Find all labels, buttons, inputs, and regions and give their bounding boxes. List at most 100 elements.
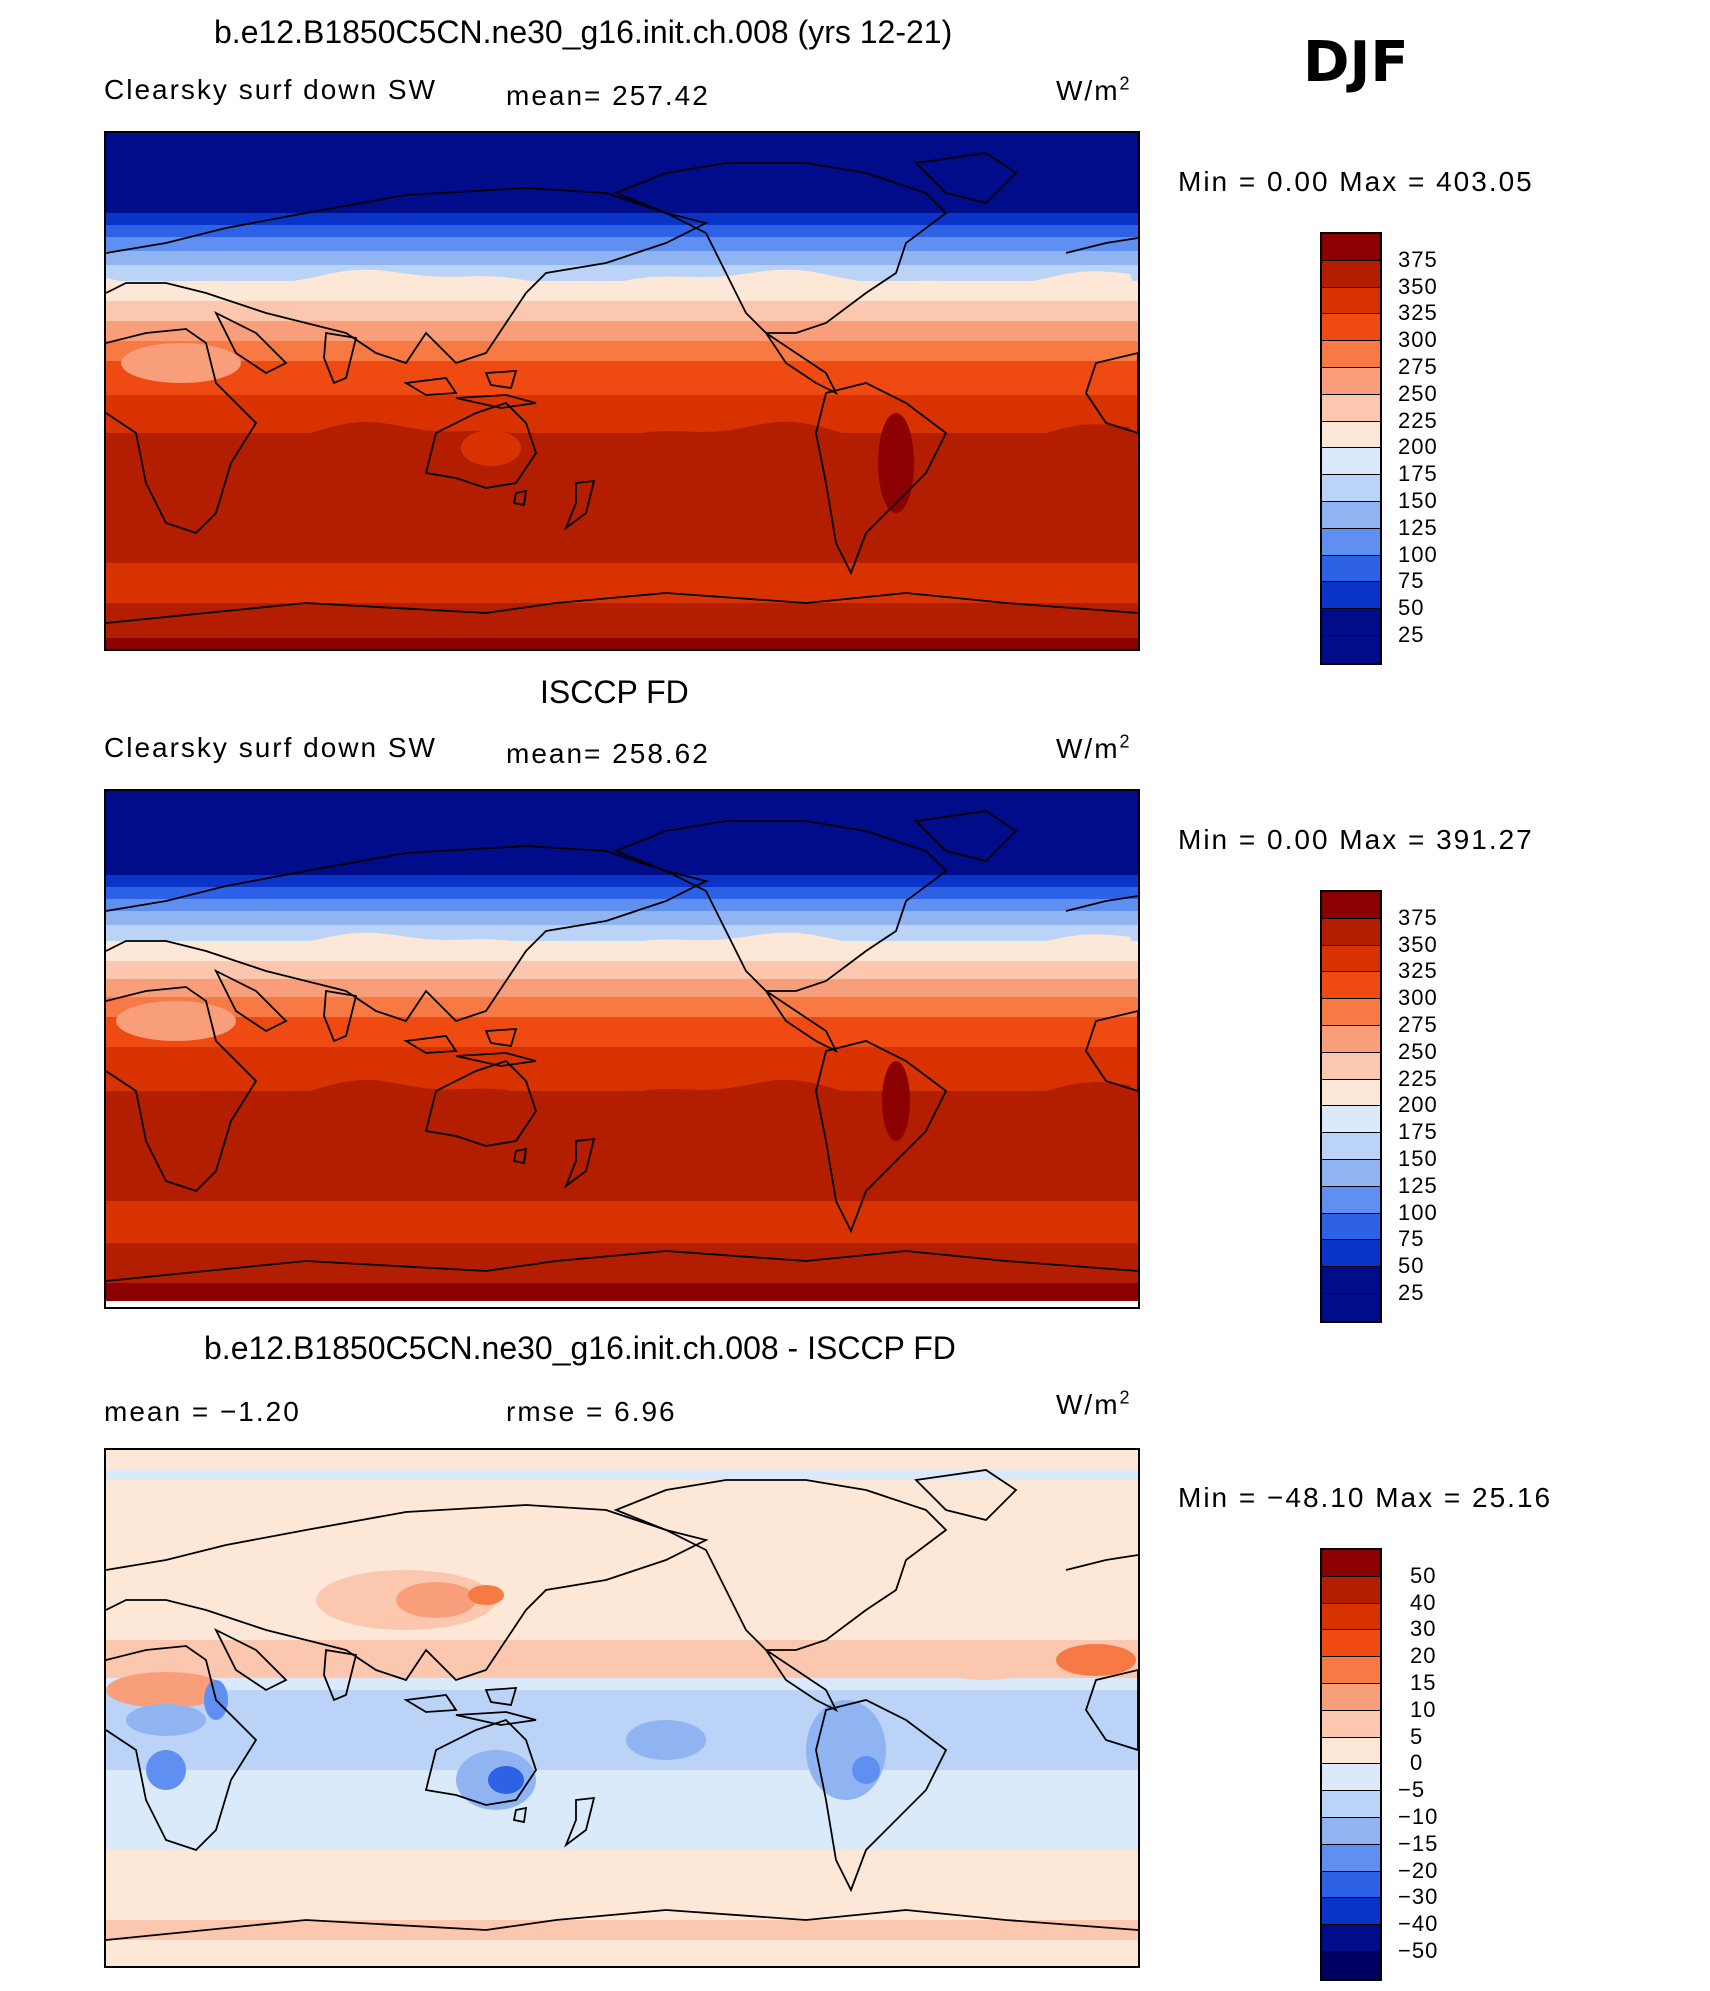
colorbar-tick-label: −30: [1398, 1884, 1439, 1910]
colorbar-tick-label: 75: [1398, 568, 1425, 594]
panel3-mean-label: mean = −1.20: [104, 1396, 301, 1427]
colorbar-tick-label: 375: [1398, 904, 1438, 930]
colorbar-segment: [1322, 448, 1380, 476]
colorbar-segment: [1322, 1898, 1380, 1926]
colorbar-segment: [1322, 1925, 1380, 1952]
colorbar-segment: [1322, 1267, 1380, 1294]
colorbar-segment: [1322, 945, 1380, 973]
colorbar-segment: [1322, 1871, 1380, 1899]
colorbar-segment: [1322, 1710, 1380, 1738]
panel1-mean-label: mean= 257.42: [506, 80, 710, 111]
colorbar-tick-label: −20: [1398, 1857, 1439, 1883]
panel3-title: b.e12.B1850C5CN.ne30_g16.init.ch.008 - I…: [204, 1330, 956, 1366]
colorbar-tick-label: 250: [1398, 380, 1438, 406]
colorbar-segment: [1322, 394, 1380, 422]
colorbar-segment: [1322, 1791, 1380, 1818]
colorbar-tick-label: 25: [1398, 1280, 1425, 1305]
colorbar-segment: [1322, 287, 1380, 315]
colorbar-tick-label: 225: [1398, 407, 1438, 433]
panel2-units: W/m2: [1056, 732, 1132, 765]
colorbar-segment: [1322, 1951, 1380, 1979]
colorbar-tick-label: 75: [1398, 1226, 1425, 1252]
colorbar-segment: [1322, 1550, 1380, 1577]
colorbar-segment: [1322, 234, 1380, 261]
colorbar-segment: [1322, 555, 1380, 583]
colorbar-tick-label: 225: [1398, 1065, 1438, 1091]
panel2-mean-label: mean= 258.62: [506, 738, 710, 769]
panel1-variable-label: Clearsky surf down SW: [104, 74, 437, 105]
panel3-map: [104, 1448, 1140, 1968]
colorbar-tick-label: 300: [1398, 985, 1438, 1011]
colorbar-segment: [1322, 314, 1380, 342]
panel2-colorbar: [1320, 890, 1382, 1323]
colorbar-tick-label: 50: [1410, 1562, 1437, 1588]
colorbar-segment: [1322, 1630, 1380, 1658]
colorbar-tick-label: 5: [1410, 1723, 1424, 1749]
colorbar-segment: [1322, 609, 1380, 636]
colorbar-tick-label: 15: [1410, 1670, 1437, 1695]
colorbar-tick-label: 275: [1398, 354, 1438, 379]
colorbar-segment: [1322, 1052, 1380, 1080]
colorbar-segment: [1322, 918, 1380, 946]
colorbar-segment: [1322, 1737, 1380, 1765]
colorbar-tick-label: 150: [1398, 1146, 1438, 1171]
colorbar-tick-label: 250: [1398, 1038, 1438, 1064]
colorbar-segment: [1322, 341, 1380, 368]
colorbar-tick-label: −40: [1398, 1911, 1439, 1937]
panel1-colorbar: [1320, 232, 1382, 665]
colorbar-segment: [1322, 1025, 1380, 1053]
panel1-units: W/m2: [1056, 74, 1132, 107]
colorbar-tick-label: 200: [1398, 1092, 1438, 1118]
season-label: DJF: [1303, 30, 1409, 95]
colorbar-tick-label: 325: [1398, 300, 1438, 326]
colorbar-tick-label: 200: [1398, 434, 1438, 460]
colorbar-tick-label: 0: [1410, 1750, 1424, 1776]
colorbar-segment: [1322, 1293, 1380, 1321]
colorbar-tick-label: 325: [1398, 958, 1438, 984]
colorbar-segment: [1322, 421, 1380, 449]
panel3-rmse-label: rmse = 6.96: [506, 1396, 677, 1427]
colorbar-segment: [1322, 1079, 1380, 1107]
colorbar-tick-label: 20: [1410, 1643, 1437, 1669]
colorbar-tick-label: 40: [1410, 1589, 1437, 1615]
colorbar-segment: [1322, 1844, 1380, 1872]
colorbar-tick-label: 150: [1398, 488, 1438, 513]
colorbar-segment: [1322, 475, 1380, 502]
colorbar-segment: [1322, 1106, 1380, 1134]
colorbar-tick-label: −15: [1398, 1830, 1439, 1856]
colorbar-segment: [1322, 1240, 1380, 1268]
colorbar-tick-label: 125: [1398, 514, 1438, 540]
panel1-title: b.e12.B1850C5CN.ne30_g16.init.ch.008 (yr…: [214, 14, 953, 50]
colorbar-segment: [1322, 1576, 1380, 1604]
colorbar-segment: [1322, 260, 1380, 288]
colorbar-tick-label: 50: [1398, 1253, 1425, 1279]
colorbar-segment: [1322, 1186, 1380, 1214]
colorbar-tick-label: 300: [1398, 327, 1438, 353]
colorbar-tick-label: 30: [1410, 1616, 1437, 1642]
colorbar-segment: [1322, 367, 1380, 395]
colorbar-tick-label: 100: [1398, 1199, 1438, 1225]
panel3-minmax: Min = −48.10 Max = 25.16: [1178, 1482, 1553, 1513]
colorbar-segment: [1322, 1817, 1380, 1845]
panel3-colorbar: [1320, 1548, 1382, 1981]
panel2-minmax: Min = 0.00 Max = 391.27: [1178, 824, 1534, 855]
colorbar-tick-label: 275: [1398, 1012, 1438, 1037]
colorbar-segment: [1322, 1213, 1380, 1241]
colorbar-segment: [1322, 582, 1380, 610]
colorbar-segment: [1322, 999, 1380, 1026]
colorbar-segment: [1322, 1657, 1380, 1684]
colorbar-segment: [1322, 972, 1380, 1000]
panel2-title: ISCCP FD: [540, 674, 689, 710]
colorbar-tick-label: 175: [1398, 461, 1438, 487]
colorbar-tick-label: 25: [1398, 622, 1425, 647]
colorbar-segment: [1322, 528, 1380, 556]
colorbar-tick-label: 350: [1398, 273, 1438, 299]
colorbar-segment: [1322, 1133, 1380, 1160]
colorbar-tick-label: 100: [1398, 541, 1438, 567]
colorbar-tick-label: 375: [1398, 246, 1438, 272]
colorbar-segment: [1322, 892, 1380, 919]
colorbar-tick-label: −50: [1398, 1938, 1439, 1963]
colorbar-segment: [1322, 1159, 1380, 1187]
colorbar-segment: [1322, 1764, 1380, 1792]
colorbar-tick-label: 50: [1398, 595, 1425, 621]
